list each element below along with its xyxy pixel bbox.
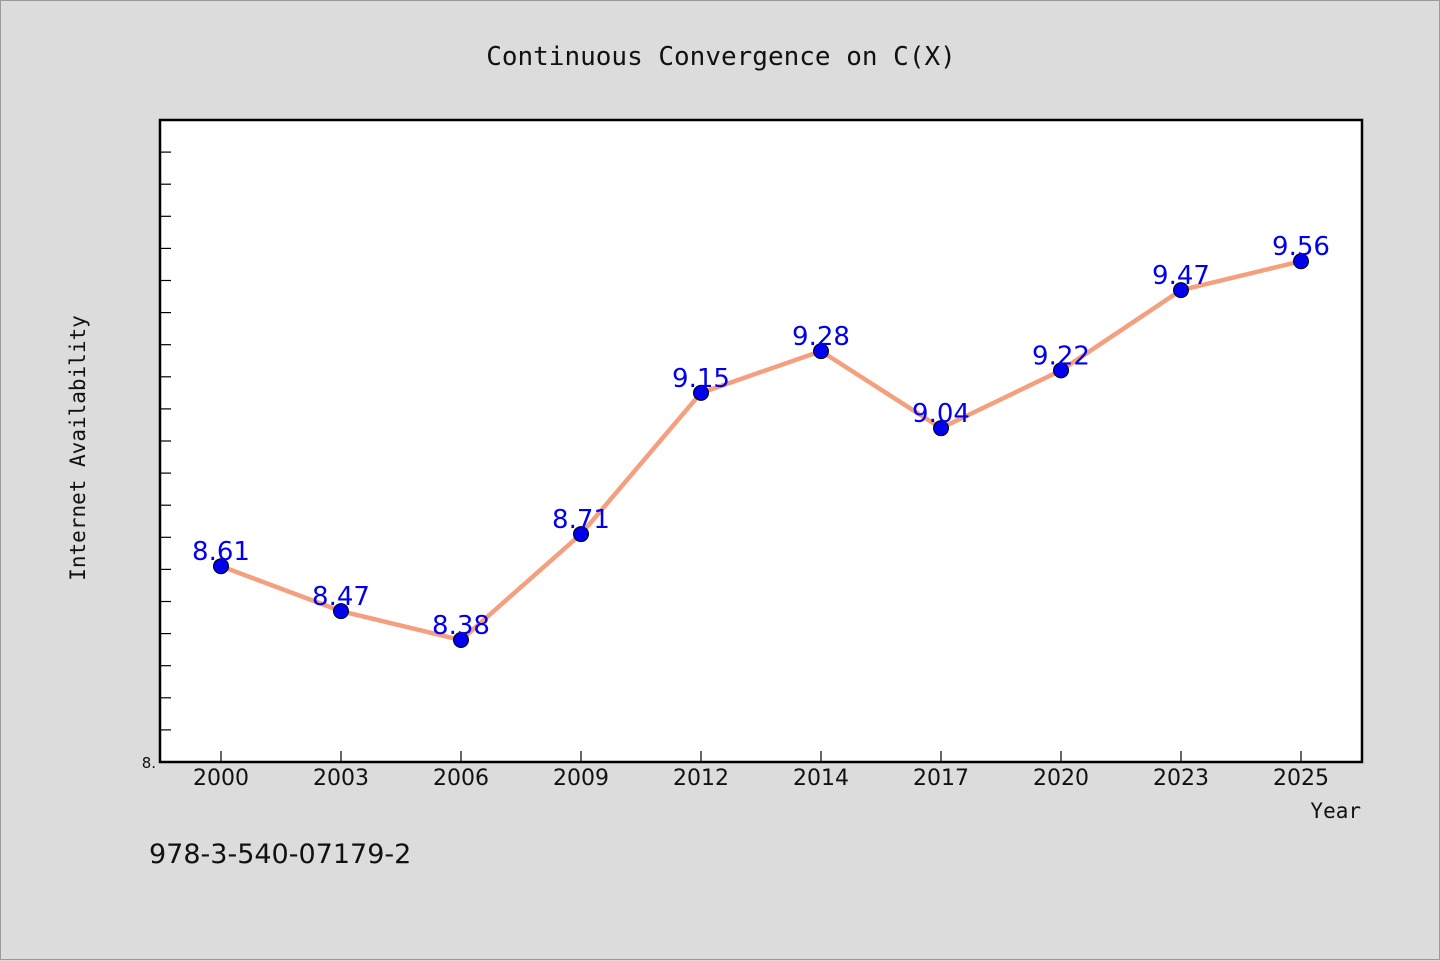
- data-label: 8.61: [192, 537, 250, 567]
- plot-area: [158, 118, 1364, 764]
- data-point: [1173, 282, 1189, 299]
- data-point: [813, 343, 829, 360]
- data-label: 9.15: [672, 364, 730, 394]
- y-axis-ticks: 8.: [142, 151, 171, 772]
- data-label: 9.22: [1032, 341, 1090, 371]
- x-tick-label: 2020: [1033, 766, 1089, 791]
- x-tick-label: 2023: [1153, 766, 1209, 791]
- data-point: [213, 558, 229, 575]
- data-label: 9.28: [792, 322, 850, 352]
- data-label: 9.04: [912, 399, 970, 429]
- x-tick-label: 2000: [193, 766, 249, 791]
- x-tick-label: 2025: [1273, 766, 1329, 791]
- data-point: [1053, 362, 1069, 379]
- x-tick-label: 2017: [913, 766, 969, 791]
- isbn-code: 978-3-540-07179-2: [149, 839, 411, 870]
- data-point: [933, 420, 949, 437]
- data-label: 8.38: [432, 611, 490, 641]
- data-label: 8.71: [552, 505, 610, 535]
- x-axis-ticks: 2000 2003 2006 2009 2012 2014 2017 2020 2023 2025: [193, 751, 1329, 791]
- x-tick-label: 2014: [793, 766, 849, 791]
- data-label: 9.56: [1272, 232, 1330, 262]
- chart-title: Continuous Convergence on C(X): [486, 42, 956, 72]
- y-tick-label: 8.: [142, 754, 156, 772]
- x-tick-label: 2003: [313, 766, 369, 791]
- data-label: 8.47: [312, 582, 370, 612]
- data-label: 9.47: [1152, 261, 1210, 291]
- data-points: [213, 253, 1309, 649]
- data-point: [453, 632, 469, 649]
- series-line: [220, 259, 1302, 643]
- data-point: [333, 603, 349, 620]
- x-axis-label: Year: [1310, 799, 1361, 823]
- data-labels: 8.61 8.47 8.38 8.71 9.15 9.28 9.04 9.22 9.47 9.56: [192, 232, 1330, 641]
- x-tick-label: 2006: [433, 766, 489, 791]
- data-point: [1293, 253, 1309, 270]
- y-axis-label: Internet Availability: [66, 315, 90, 581]
- x-tick-label: 2012: [673, 766, 729, 791]
- data-point: [573, 526, 589, 543]
- data-point: [693, 384, 709, 401]
- x-tick-label: 2009: [553, 766, 609, 791]
